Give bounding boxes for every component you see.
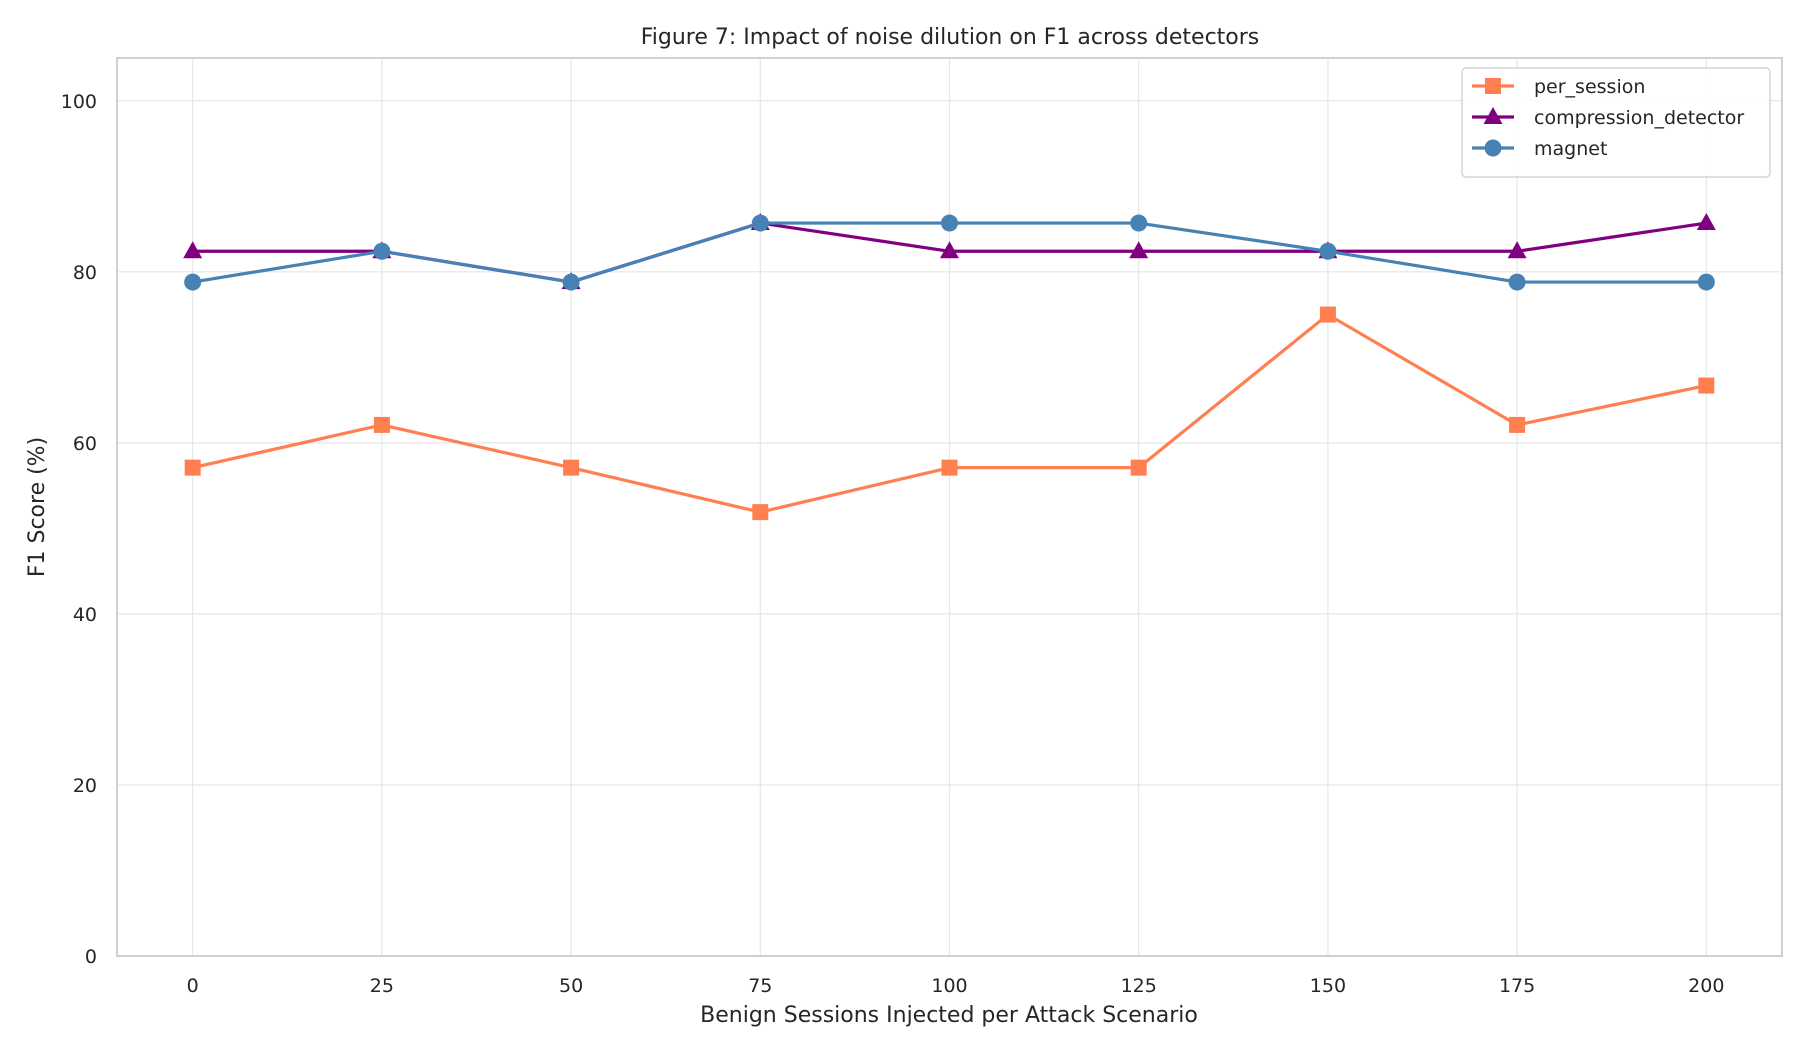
y-tick-label: 20 [73, 775, 97, 797]
data-point-magnet [941, 214, 958, 232]
data-point-per-session [563, 459, 580, 476]
y-tick-label: 60 [73, 433, 97, 455]
series-group [183, 213, 1716, 521]
y-tick-label: 0 [85, 946, 97, 968]
data-point-per-session [1319, 306, 1336, 323]
chart-title: Figure 7: Impact of noise dilution on F1… [641, 25, 1260, 50]
data-point-magnet [373, 242, 391, 260]
data-point-per-session [941, 459, 958, 476]
data-point-per-session [1130, 459, 1147, 476]
legend-box [1461, 67, 1771, 178]
data-point-per-session [752, 504, 769, 521]
data-point-per-session [184, 459, 201, 476]
data-point-magnet [562, 273, 580, 291]
legend-item-per-session: per_session [1472, 76, 1645, 98]
data-point-compression-detector [940, 241, 959, 259]
data-point-magnet [1697, 273, 1715, 291]
x-tick-label: 175 [1499, 975, 1535, 997]
x-tick-label: 0 [187, 975, 199, 997]
y-tick-label: 80 [73, 262, 97, 284]
x-tick-label: 25 [370, 975, 394, 997]
legend-marker-magnet [1484, 139, 1502, 157]
data-point-compression-detector [1507, 241, 1527, 259]
y-tick-label: 100 [61, 91, 97, 113]
x-tick-label: 125 [1121, 975, 1157, 997]
x-axis-label: Benign Sessions Injected per Attack Scen… [700, 1003, 1198, 1028]
data-point-compression-detector [1696, 213, 1716, 231]
x-tick-label: 75 [748, 975, 772, 997]
x-tick-label: 200 [1688, 975, 1724, 997]
legend-label: compression_detector [1534, 107, 1744, 129]
data-point-compression-detector [1129, 241, 1149, 259]
x-tick-label: 50 [559, 975, 583, 997]
data-point-magnet [1319, 242, 1337, 260]
x-tick-label: 100 [931, 975, 967, 997]
data-point-per-session [1698, 377, 1715, 394]
legend-item-compression-detector: compression_detector [1472, 107, 1744, 129]
legend-item-magnet: magnet [1472, 138, 1607, 160]
legend-label: magnet [1534, 138, 1607, 160]
data-point-magnet [751, 214, 769, 232]
y-tick-label: 40 [73, 604, 97, 626]
series-magnet [184, 214, 1715, 291]
series-per-session [184, 306, 1715, 521]
data-point-magnet [1130, 214, 1148, 232]
grid [117, 58, 1782, 957]
legend-marker-compression-detector [1483, 107, 1503, 124]
data-point-per-session [1509, 416, 1526, 433]
legend-label: per_session [1534, 76, 1645, 98]
data-point-per-session [373, 416, 390, 433]
data-point-magnet [184, 273, 202, 291]
plot-area-frame [116, 57, 1783, 957]
data-point-magnet [1508, 273, 1526, 291]
legend-marker-per-session [1485, 78, 1501, 94]
y-axis-label: F1 Score (%) [25, 437, 50, 577]
data-point-compression-detector [183, 241, 203, 259]
axis-ticks: 0 25 50 75 100 125 150 175 200 0 20 40 60 80 100 [61, 91, 1725, 997]
x-tick-label: 150 [1310, 975, 1346, 997]
